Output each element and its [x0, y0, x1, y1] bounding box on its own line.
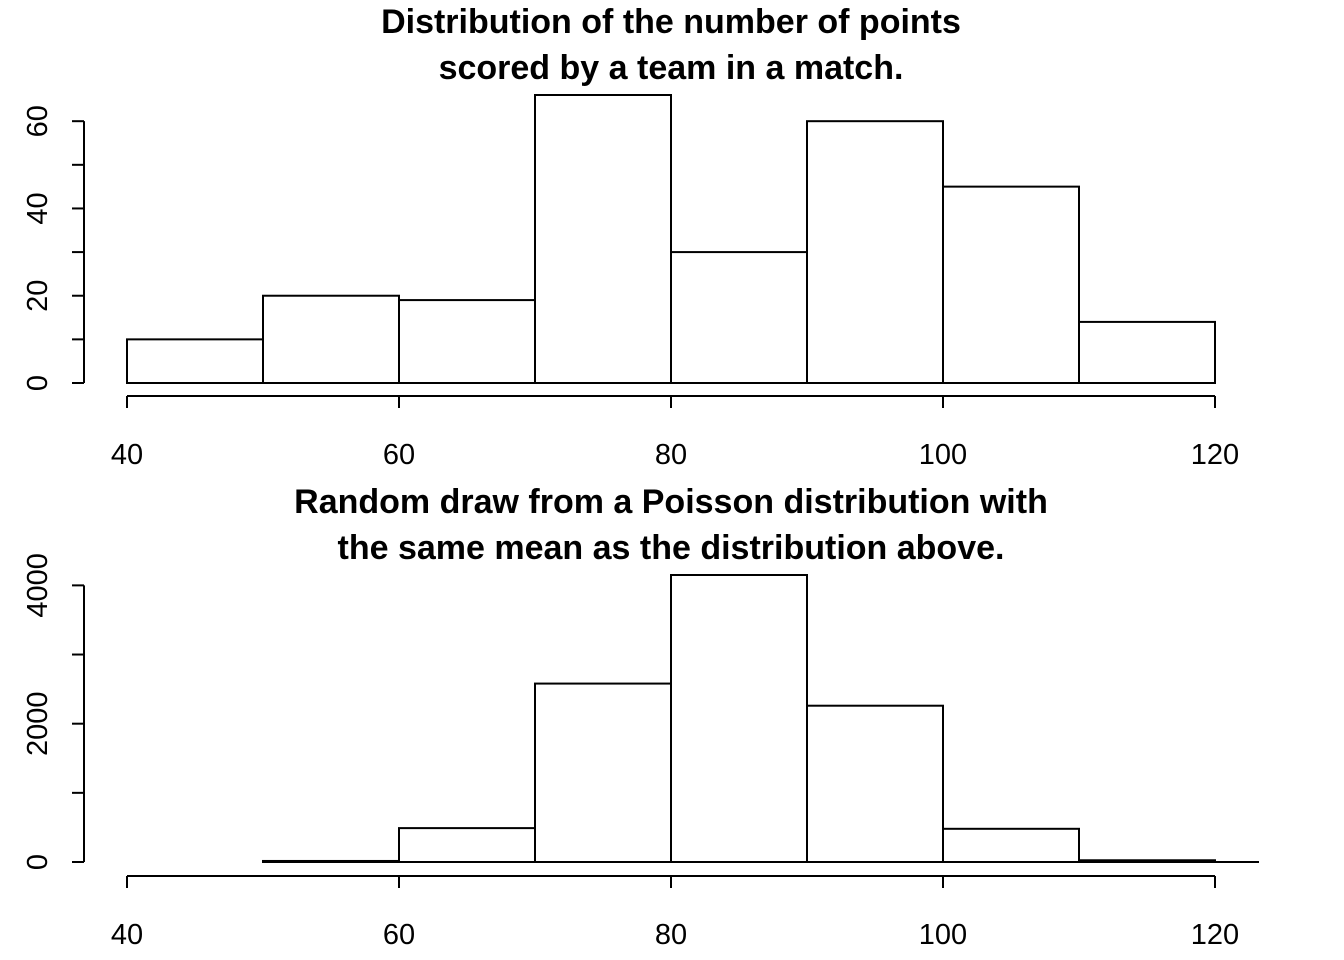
histogram-bar: [262, 294, 400, 384]
chart-title-line-1: Random draw from a Poisson distribution …: [294, 483, 1048, 521]
histogram-bar: [534, 94, 672, 384]
y-axis: 0 2000 4000: [22, 553, 85, 870]
x-tick-label: 60: [383, 439, 415, 471]
x-tick-label: 80: [655, 439, 687, 471]
histogram-bar: [670, 251, 808, 384]
x-tick-label: 40: [111, 439, 143, 471]
histogram-bar: [942, 827, 1080, 863]
histogram-bar: [398, 299, 536, 384]
bars-group: [126, 94, 1216, 385]
histogram-bar: [806, 704, 944, 863]
y-tick-label: 2000: [22, 691, 54, 756]
histogram-bar: [942, 185, 1080, 384]
y-tick-label: 40: [22, 192, 54, 224]
chart-title-line-2: scored by a team in a match.: [439, 49, 904, 87]
x-tick-label: 100: [919, 439, 967, 471]
x-tick-label: 100: [919, 919, 967, 951]
x-tick-label: 60: [383, 919, 415, 951]
histogram-bar: [126, 338, 264, 385]
chart-title-line-2: the same mean as the distribution above.: [338, 529, 1005, 567]
y-tick-label: 0: [22, 854, 54, 870]
bars-group: [262, 574, 1216, 864]
histogram-bar: [670, 574, 808, 863]
x-axis: 40 60 80 100 120: [111, 395, 1239, 471]
histogram-bar: [398, 827, 536, 864]
x-tick-label: 120: [1191, 439, 1239, 471]
poisson-histogram-panel: Random draw from a Poisson distribution …: [22, 483, 1259, 951]
chart-title-line-1: Distribution of the number of points: [381, 3, 961, 41]
x-tick-label: 40: [111, 919, 143, 951]
x-tick-label: 120: [1191, 919, 1239, 951]
points-histogram-panel: Distribution of the number of points sco…: [22, 3, 1239, 471]
y-tick-label: 20: [22, 280, 54, 312]
histogram-bar: [534, 682, 672, 864]
histogram-bar: [1078, 320, 1216, 384]
y-tick-label: 4000: [22, 553, 54, 618]
y-tick-label: 0: [22, 375, 54, 391]
y-tick-label: 60: [22, 105, 54, 137]
x-tick-label: 80: [655, 919, 687, 951]
x-axis: 40 60 80 100 120: [111, 875, 1239, 951]
y-axis: 0 20 40 60: [22, 105, 85, 391]
histogram-bar: [806, 120, 944, 384]
